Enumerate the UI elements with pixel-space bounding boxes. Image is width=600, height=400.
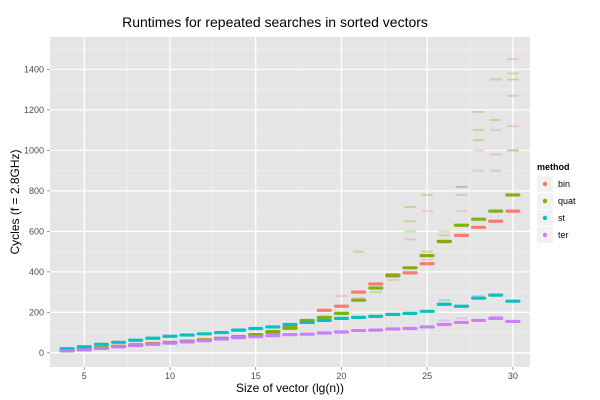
legend-label-bin: bin xyxy=(558,179,570,189)
y-tick-label: 600 xyxy=(29,226,44,236)
x-tick-label: 10 xyxy=(165,371,175,381)
x-tick-label: 25 xyxy=(422,371,432,381)
chart-title: Runtimes for repeated searches in sorted… xyxy=(122,14,428,30)
legend-label-quat: quat xyxy=(558,196,576,206)
legend-key-bin xyxy=(542,181,548,187)
x-tick-label: 20 xyxy=(336,371,346,381)
x-tick-label: 15 xyxy=(251,371,261,381)
x-tick-label: 30 xyxy=(508,371,518,381)
legend-title: method xyxy=(537,162,570,172)
y-tick-label: 400 xyxy=(29,267,44,277)
data-marks xyxy=(59,58,521,353)
x-axis-title: Size of vector (lg(n)) xyxy=(236,381,344,395)
legend-label-ter: ter xyxy=(558,230,569,240)
legend-key-ter xyxy=(542,232,548,238)
y-axis-title: Cycles (f = 2.8GHz) xyxy=(8,149,22,254)
legend-label-st: st xyxy=(558,213,566,223)
legend: method bin quat st ter xyxy=(537,162,576,243)
y-tick-label: 0 xyxy=(39,348,44,358)
y-tick-label: 800 xyxy=(29,186,44,196)
grid-lines xyxy=(50,37,530,367)
y-tick-label: 200 xyxy=(29,307,44,317)
legend-key-quat xyxy=(542,198,548,204)
y-tick-label: 1200 xyxy=(24,105,44,115)
x-tick-label: 5 xyxy=(82,371,87,381)
legend-key-st xyxy=(542,215,548,221)
axis-ticks: 5 10 15 20 25 30 0 200 400 600 800 1000 1200 1400 xyxy=(24,64,518,381)
y-tick-label: 1400 xyxy=(24,64,44,74)
y-tick-label: 1000 xyxy=(24,145,44,155)
